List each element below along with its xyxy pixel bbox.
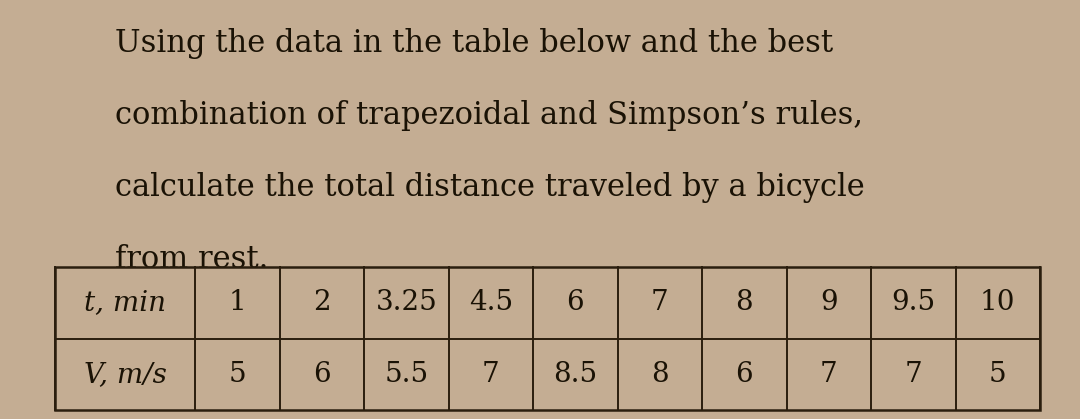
- Text: 7: 7: [904, 361, 922, 388]
- Text: 8: 8: [735, 289, 753, 316]
- Text: 6: 6: [735, 361, 753, 388]
- Text: t, min: t, min: [84, 289, 166, 316]
- Text: 7: 7: [651, 289, 669, 316]
- Text: 10: 10: [980, 289, 1015, 316]
- Text: 6: 6: [566, 289, 584, 316]
- Text: 9.5: 9.5: [891, 289, 935, 316]
- Text: V, m/s: V, m/s: [83, 361, 166, 388]
- Text: 4.5: 4.5: [469, 289, 513, 316]
- Text: 8: 8: [651, 361, 669, 388]
- Text: 2: 2: [313, 289, 330, 316]
- Text: 1: 1: [228, 289, 246, 316]
- Text: 7: 7: [482, 361, 500, 388]
- Text: 7: 7: [820, 361, 838, 388]
- Text: 8.5: 8.5: [553, 361, 597, 388]
- Text: from rest.: from rest.: [114, 244, 268, 275]
- Text: 3.25: 3.25: [376, 289, 437, 316]
- Text: calculate the total distance traveled by a bicycle: calculate the total distance traveled by…: [114, 172, 865, 203]
- Text: Using the data in the table below and the best: Using the data in the table below and th…: [114, 28, 833, 59]
- Text: 5: 5: [989, 361, 1007, 388]
- Text: 5.5: 5.5: [384, 361, 429, 388]
- Text: 9: 9: [820, 289, 838, 316]
- Text: 6: 6: [313, 361, 330, 388]
- Bar: [55, 267, 1040, 410]
- Text: combination of trapezoidal and Simpson’s rules,: combination of trapezoidal and Simpson’s…: [114, 100, 863, 131]
- Text: 5: 5: [229, 361, 246, 388]
- Bar: [55, 267, 1040, 410]
